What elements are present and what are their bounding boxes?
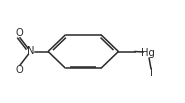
Text: O: O xyxy=(15,64,23,75)
Text: Hg: Hg xyxy=(141,47,155,58)
Text: N: N xyxy=(27,46,34,57)
Text: I: I xyxy=(150,68,153,78)
Text: O: O xyxy=(15,28,23,39)
